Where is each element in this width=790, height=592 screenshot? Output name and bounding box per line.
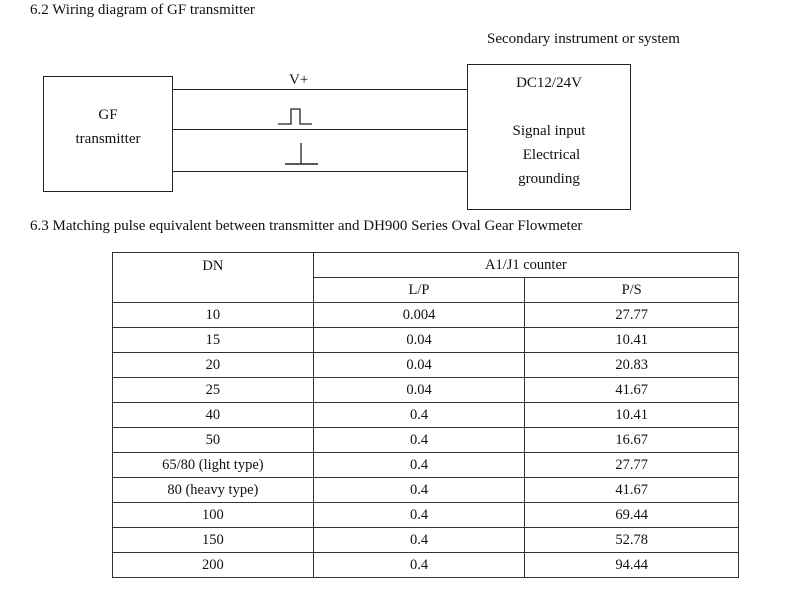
cell-ps: 10.41 [524, 327, 739, 353]
secondary-instrument-box: DC12/24V Signal input Electrical groundi… [467, 64, 631, 210]
cell-ps: 94.44 [524, 552, 739, 578]
header-dn: DN [112, 252, 314, 303]
pulse-icon [278, 108, 312, 125]
cell-dn: 40 [112, 402, 314, 428]
signal-wire [172, 129, 467, 130]
header-a1j1-counter: A1/J1 counter [312, 252, 740, 278]
cell-dn: 100 [112, 502, 314, 528]
cell-lp: 0.4 [312, 427, 526, 453]
pulse-and-ground-symbols [278, 108, 318, 165]
table-row: 40 0.4 10.41 [112, 402, 739, 428]
cell-ps: 16.67 [524, 427, 739, 453]
cell-lp: 0.4 [312, 502, 526, 528]
cell-lp: 0.4 [312, 527, 526, 553]
section-heading-6-3: 6.3 Matching pulse equivalent between tr… [30, 218, 583, 234]
power-label: DC12/24V [516, 75, 582, 91]
cell-ps: 27.77 [524, 302, 739, 328]
cell-lp: 0.4 [312, 452, 526, 478]
cell-lp: 0.4 [312, 552, 526, 578]
table-subheader-row: L/P P/S [113, 277, 739, 303]
ground-wire [172, 171, 467, 172]
cell-lp: 0.04 [312, 352, 526, 378]
ground-icon [285, 143, 318, 165]
gf-transmitter-box: GF transmitter [43, 76, 173, 192]
cell-dn: 20 [112, 352, 314, 378]
cell-ps: 52.78 [524, 527, 739, 553]
cell-ps: 41.67 [524, 477, 739, 503]
cell-dn: 65/80 (light type) [112, 452, 314, 478]
electrical-label: Electrical [522, 147, 581, 163]
cell-dn: 50 [112, 427, 314, 453]
cell-ps: 20.83 [524, 352, 739, 378]
table-row: 65/80 (light type) 0.4 27.77 [112, 452, 739, 478]
table-header-row: DN A1/J1 counter [112, 252, 740, 303]
table-row: 10 0.004 27.77 [112, 302, 739, 328]
table-row: 20 0.04 20.83 [112, 352, 739, 378]
cell-dn: 150 [112, 527, 314, 553]
cell-dn: 200 [112, 552, 314, 578]
cell-ps: 69.44 [524, 502, 739, 528]
cell-dn: 25 [112, 377, 314, 403]
cell-dn: 10 [112, 302, 314, 328]
header-ps: P/S [524, 277, 739, 303]
cell-ps: 10.41 [524, 402, 739, 428]
header-lp: L/P [312, 277, 526, 303]
table-row: 15 0.04 10.41 [112, 327, 739, 353]
cell-ps: 41.67 [524, 377, 739, 403]
section-heading-6-2: 6.2 Wiring diagram of GF transmitter [30, 2, 255, 18]
transmitter-label-1: GF [98, 107, 118, 123]
vplus-wire [172, 89, 467, 90]
grounding-label: grounding [518, 171, 580, 187]
secondary-system-label: Secondary instrument or system [487, 31, 680, 47]
cell-lp: 0.004 [312, 302, 526, 328]
table-row: 100 0.4 69.44 [112, 502, 739, 528]
table-row: 150 0.4 52.78 [112, 527, 739, 553]
cell-lp: 0.04 [312, 327, 526, 353]
cell-lp: 0.4 [312, 402, 526, 428]
cell-dn: 80 (heavy type) [112, 477, 314, 503]
transmitter-label-2: transmitter [75, 131, 141, 147]
pulse-equivalent-table: DN A1/J1 counter L/P P/S 10 0.004 27.77 15 0… [112, 252, 740, 578]
signal-input-label: Signal input [512, 123, 586, 139]
table-row: 80 (heavy type) 0.4 41.67 [112, 477, 739, 503]
cell-lp: 0.4 [312, 477, 526, 503]
table-row: 50 0.4 16.67 [112, 427, 739, 453]
table-row: 25 0.04 41.67 [112, 377, 739, 403]
cell-lp: 0.04 [312, 377, 526, 403]
vplus-label: V+ [289, 72, 309, 88]
cell-ps: 27.77 [524, 452, 739, 478]
table-row: 200 0.4 94.44 [112, 552, 739, 578]
cell-dn: 15 [112, 327, 314, 353]
